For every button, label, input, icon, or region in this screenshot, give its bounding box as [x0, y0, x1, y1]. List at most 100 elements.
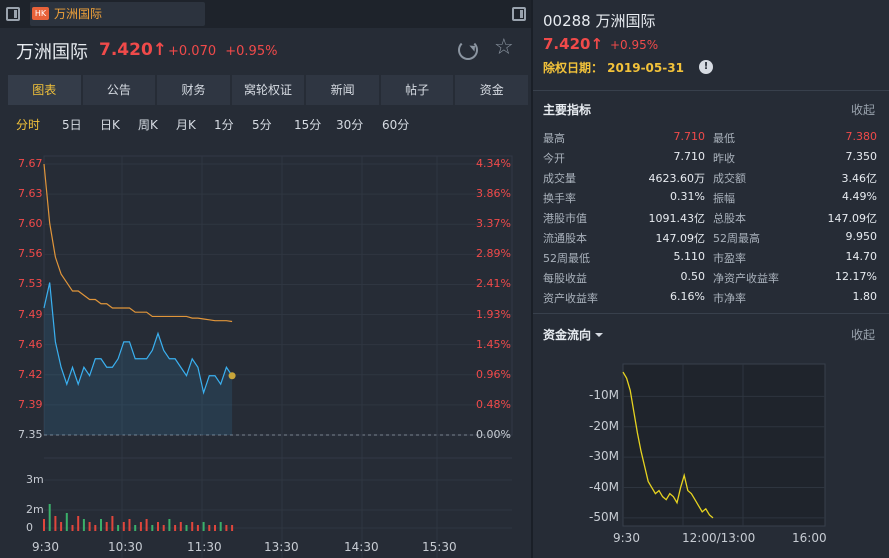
intraday-chart[interactable]: 7.67 4.34% 7.63 3.86% 7.60 3.37% 7.56 2.89% 7.53… [0, 148, 531, 558]
pct-axis-label: 0.00% [476, 428, 511, 441]
metric-value: 1091.43亿 [648, 212, 706, 225]
period-daily[interactable]: 日K [100, 118, 120, 132]
period-1min[interactable]: 1分 [214, 118, 234, 132]
chart-panel: HK 万洲国际 万洲国际 7.420↑ +0.070 +0.95% ☆ 图表 公… [0, 0, 531, 558]
panel-toggle-icon-right[interactable] [512, 7, 526, 21]
metric-value: 4.49% [842, 190, 877, 203]
volume-bar [202, 522, 205, 531]
refresh-icon[interactable] [458, 40, 478, 60]
hk-market-badge: HK [32, 7, 49, 20]
volume-bar [162, 525, 165, 531]
info-price: 7.420↑ [543, 35, 604, 53]
info-change-pct: +0.95% [610, 38, 659, 52]
flow-time-label: 9:30 [613, 531, 640, 545]
tab-funds[interactable]: 资金 [455, 75, 529, 105]
metric-row: 港股市值 1091.43亿 总股本 147.09亿 [543, 208, 877, 228]
volume-bar [179, 522, 182, 531]
divider [533, 90, 889, 91]
price-change: +0.070 +0.95% [168, 44, 277, 59]
price-axis-label: 7.63 [18, 187, 43, 201]
metric-value: 6.16% [670, 290, 705, 303]
time-axis-label: 13:30 [264, 540, 299, 554]
volume-bar [185, 525, 188, 531]
last-price-dot [228, 372, 236, 380]
pct-axis-label: 2.89% [476, 247, 511, 261]
metric-value: 147.09亿 [655, 232, 706, 245]
period-5min[interactable]: 5分 [252, 118, 272, 132]
tab-posts[interactable]: 帖子 [380, 75, 454, 105]
price-axis-label: 7.35 [18, 428, 43, 441]
volume-axis-label: 2m [26, 503, 44, 516]
metric-value: 7.350 [845, 150, 878, 163]
volume-bar [105, 522, 108, 531]
price-axis-label: 7.46 [18, 337, 43, 351]
divider [533, 313, 889, 314]
period-60min[interactable]: 60分 [382, 118, 410, 132]
period-monthly[interactable]: 月K [176, 118, 196, 132]
metric-key: 总股本 [713, 212, 746, 225]
metric-key: 52周最高 [713, 232, 760, 245]
tab-chart[interactable]: 图表 [8, 75, 81, 105]
tab-finance[interactable]: 财务 [157, 75, 230, 105]
tab-warrants[interactable]: 窝轮权证 [231, 75, 305, 105]
price-axis-label: 7.67 [18, 157, 43, 170]
pct-axis-label: 0.96% [476, 367, 511, 381]
pct-axis-label: 4.34% [476, 157, 511, 170]
volume-bar [117, 525, 120, 531]
period-15min[interactable]: 15分 [294, 118, 322, 132]
volume-bar [88, 522, 91, 531]
stock-tab-bar: HK 万洲国际 [0, 0, 531, 28]
pct-axis-label: 1.45% [476, 337, 511, 351]
fund-flow-line [622, 371, 714, 519]
volume-bar [168, 519, 171, 531]
volume-bar [174, 525, 177, 531]
price-change-pct: +0.95% [225, 44, 278, 59]
volume-bar [128, 519, 131, 531]
metric-row: 52周最低 5.110 市盈率 14.70 [543, 248, 877, 268]
metric-key: 今开 [543, 152, 565, 165]
pct-axis-label: 2.41% [476, 277, 511, 291]
star-icon[interactable]: ☆ [494, 35, 514, 60]
price-axis-label: 7.60 [18, 217, 43, 231]
pct-axis-label: 3.37% [476, 217, 511, 231]
last-price: 7.420↑ [99, 40, 168, 60]
flow-axis-label: -50M [589, 509, 619, 524]
period-30min[interactable]: 30分 [336, 118, 364, 132]
metric-key: 港股市值 [543, 212, 587, 225]
stock-tab-title[interactable]: 万洲国际 [54, 7, 103, 21]
flow-frame [622, 363, 826, 527]
stock-tab[interactable] [30, 2, 205, 26]
metrics-collapse-button[interactable]: 收起 [850, 103, 875, 117]
metric-value: 12.17% [835, 270, 877, 283]
fund-flow-collapse-button[interactable]: 收起 [850, 328, 875, 342]
metric-key: 昨收 [713, 152, 735, 165]
fund-flow-title[interactable]: 资金流向 [543, 326, 604, 343]
flow-axis-label: -20M [589, 418, 619, 433]
ex-dividend-date: 除权日期： 2019-05-31 [543, 61, 684, 75]
fund-flow-chart: -10M -20M -30M -40M -50M 9:30 12:00/13:00 16:00 [533, 350, 889, 558]
panel-toggle-icon[interactable] [6, 7, 20, 21]
flow-time-label: 16:00 [792, 531, 827, 545]
avg-price-line [43, 163, 233, 323]
tab-announcements[interactable]: 公告 [82, 75, 156, 105]
volume-bar [43, 519, 45, 531]
info-icon[interactable]: ! [699, 60, 713, 74]
tab-news[interactable]: 新闻 [306, 75, 379, 105]
metric-value: 1.80 [852, 290, 878, 303]
volume-bar [214, 525, 216, 531]
volume-axis-label: 0 [26, 521, 33, 534]
metric-key: 流通股本 [543, 232, 587, 245]
volume-bar [54, 516, 57, 531]
price-axis-label: 7.53 [18, 277, 43, 291]
period-5d[interactable]: 5日 [62, 118, 82, 132]
metric-key: 成交量 [543, 172, 576, 185]
metric-key: 市净率 [713, 292, 746, 305]
stock-code-name: 00288 万洲国际 [543, 12, 656, 30]
period-intraday[interactable]: 分时 [16, 118, 41, 132]
metric-value: 3.46亿 [841, 172, 878, 185]
metric-key: 资产收益率 [543, 292, 598, 305]
fund-flow-label: 资金流向 [543, 328, 592, 342]
volume-bar [231, 525, 234, 531]
volume-bar [157, 522, 159, 531]
period-weekly[interactable]: 周K [138, 118, 158, 132]
